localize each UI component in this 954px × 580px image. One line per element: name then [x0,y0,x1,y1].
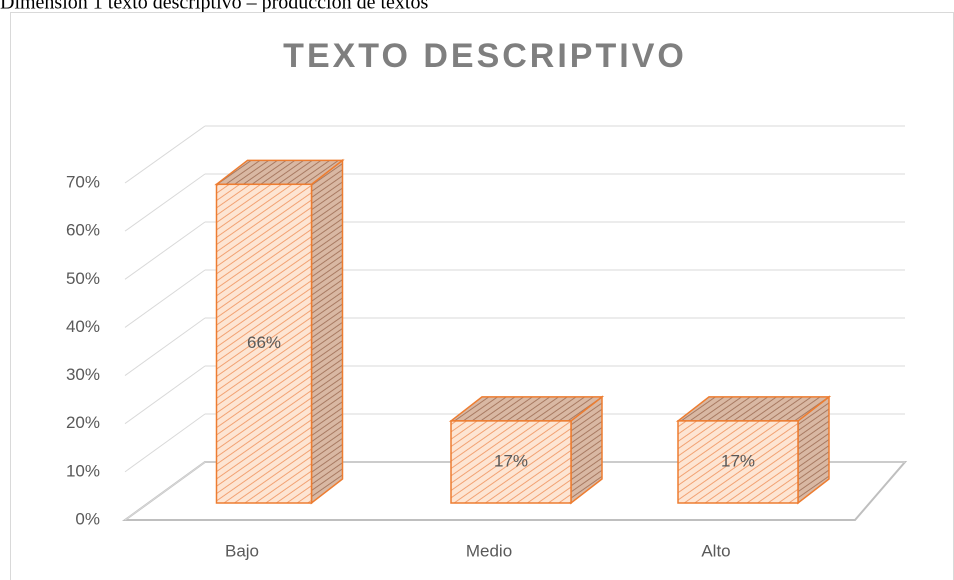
grid-line-side [124,317,206,376]
chart-title: TEXTO DESCRIPTIVO [283,37,687,75]
bar-side [310,158,344,505]
grid-line-side [124,269,206,328]
data-label: 17% [494,451,528,470]
grid-line-side [124,365,206,425]
x-tick-label: Bajo [225,541,259,560]
grid-line-side [124,173,206,232]
y-tick-label: 30% [66,365,100,384]
y-tick-label: 10% [66,461,100,480]
y-tick-label: 0% [75,509,100,528]
data-label: 17% [721,451,755,470]
grid-line-side [124,413,206,473]
y-tick-label: 70% [66,172,100,191]
caption: Dimensión 1 texto descriptivo – producci… [0,0,428,14]
bar [677,420,799,504]
grid-line-side [124,221,206,280]
y-tick-label: 50% [66,269,100,288]
bar [215,183,313,504]
y-tick-label: 40% [66,317,100,336]
y-tick-label: 20% [66,413,100,432]
grid-line-side [124,125,206,184]
x-tick-label: Medio [466,541,512,560]
bar [450,420,572,504]
grid-line-side [124,461,206,521]
x-tick-label: Alto [701,541,730,560]
data-label: 66% [247,333,281,352]
y-tick-label: 60% [66,221,100,240]
